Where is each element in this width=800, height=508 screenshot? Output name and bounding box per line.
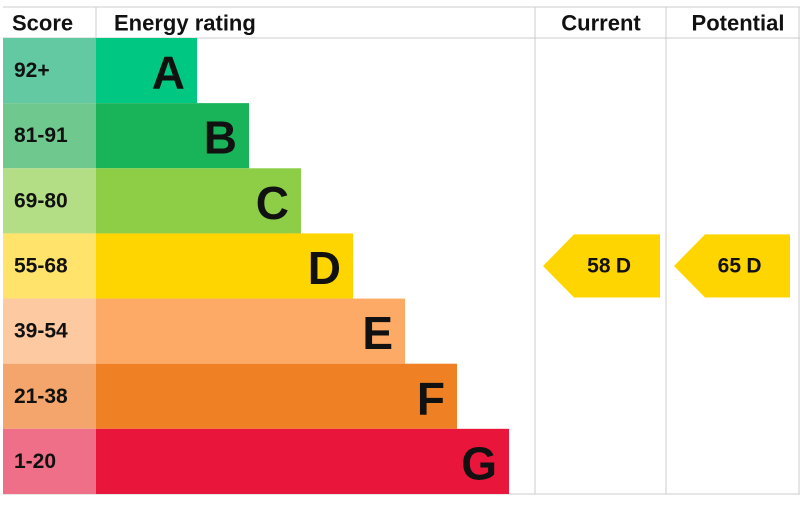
rating-bar	[96, 428, 509, 494]
score-label: 1-20	[14, 450, 56, 473]
rating-bar	[96, 298, 405, 364]
score-label: 21-38	[14, 385, 68, 408]
score-label: 55-68	[14, 254, 68, 277]
current-value: 58	[587, 254, 611, 277]
score-cell	[3, 168, 96, 234]
potential-letter: D	[746, 254, 761, 277]
header-current: Current	[561, 11, 641, 36]
score-label: 92+	[14, 59, 50, 82]
rating-letter: C	[256, 177, 289, 229]
score-label: 81-91	[14, 124, 68, 147]
score-cell	[3, 298, 96, 364]
header-score: Score	[12, 11, 73, 36]
score-cell	[3, 363, 96, 429]
rating-bar	[96, 38, 197, 104]
score-cell	[3, 428, 96, 494]
current-arrow	[543, 234, 660, 298]
rating-letter: A	[152, 47, 185, 99]
score-cell	[3, 233, 96, 299]
rating-letter: E	[362, 307, 393, 359]
score-label: 39-54	[14, 320, 68, 343]
current-letter: D	[616, 254, 631, 277]
rating-bar	[96, 363, 457, 429]
score-cell	[3, 38, 96, 104]
rating-letter: B	[204, 112, 237, 164]
rating-bar	[96, 168, 301, 234]
rating-letter: D	[308, 242, 341, 294]
header-potential: Potential	[692, 11, 785, 36]
rating-letter: F	[417, 372, 445, 424]
score-cell	[3, 103, 96, 169]
score-label: 69-80	[14, 189, 68, 212]
header-rating: Energy rating	[114, 11, 256, 36]
rating-bar	[96, 233, 353, 299]
rating-letter: G	[461, 437, 497, 489]
potential-arrow	[674, 234, 790, 298]
potential-value: 65	[718, 254, 742, 277]
rating-bar	[96, 103, 249, 169]
